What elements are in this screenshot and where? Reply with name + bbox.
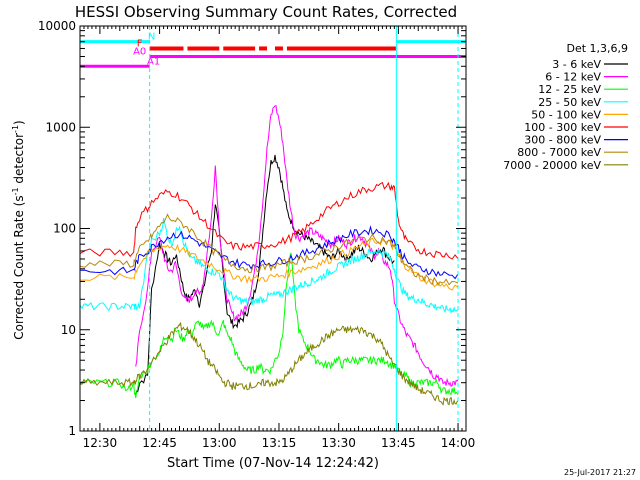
flag-label-a0: A0: [133, 46, 146, 57]
y-axis-label-sup1: -1: [11, 187, 20, 195]
x-tick-label: 14:00: [441, 436, 476, 450]
legend-label: 7000 - 20000 keV: [503, 159, 601, 172]
series-line-8: [80, 322, 459, 406]
plot-frame: [79, 25, 467, 432]
x-tick-label: 12:30: [83, 436, 118, 450]
legend-title: Det 1,3,6,9: [566, 42, 628, 55]
legend-label: 12 - 25 keV: [538, 83, 601, 96]
legend-label: 50 - 100 keV: [531, 108, 601, 121]
legend-label: 300 - 800 keV: [524, 134, 601, 147]
footer-date: 25-Jul-2017 21:27: [564, 468, 636, 477]
y-axis-label-main: Corrected Count Rate (s: [12, 195, 26, 339]
y-axis-label: Corrected Count Rate (s-1 detector-1): [11, 120, 26, 339]
y-tick-label: 10: [61, 323, 76, 337]
x-tick-label: 13:00: [202, 436, 237, 450]
series-line-1: [135, 104, 459, 388]
series-line-2: [79, 252, 459, 399]
saa-marker-lines: [79, 26, 459, 431]
legend-label: 100 - 300 keV: [524, 121, 601, 134]
series-line-4: [79, 237, 459, 291]
y-axis: 1 10 100 1000 10000: [38, 19, 466, 438]
x-tick-label: 12:45: [142, 436, 177, 450]
flag-label-f: F: [137, 38, 143, 49]
x-tick-label: 13:15: [262, 436, 297, 450]
y-axis-label-sup2: -1: [11, 125, 20, 133]
flag-label-a1: A1: [147, 56, 160, 67]
y-tick-label: 10000: [38, 19, 76, 33]
legend-label: 6 - 12 keV: [545, 71, 601, 84]
series-line-5: [79, 181, 459, 260]
legend-label: 800 - 7000 keV: [517, 146, 601, 159]
series-line-6: [79, 225, 459, 280]
series-line-3: [79, 217, 459, 315]
x-tick-label: 13:30: [321, 436, 356, 450]
y-tick-label: 1000: [45, 120, 76, 134]
y-tick-label: 100: [53, 222, 76, 236]
series-line-7: [79, 213, 459, 287]
x-axis: 12:30 12:45 13:00 13:15 13:30 13:45 14:00: [79, 26, 476, 450]
flag-label-n: N: [148, 32, 155, 43]
y-axis-label-mid: detector: [12, 133, 26, 188]
chart-title: HESSI Observing Summary Count Rates, Cor…: [75, 3, 457, 21]
y-axis-label-end: ): [12, 120, 26, 125]
y-tick-label: 1: [68, 424, 76, 438]
series-layer: [79, 104, 459, 406]
x-tick-label: 13:45: [381, 436, 416, 450]
legend-label: 3 - 6 keV: [552, 58, 601, 71]
legend-label: 25 - 50 keV: [538, 96, 601, 109]
x-axis-label: Start Time (07-Nov-14 12:24:42): [167, 456, 379, 471]
